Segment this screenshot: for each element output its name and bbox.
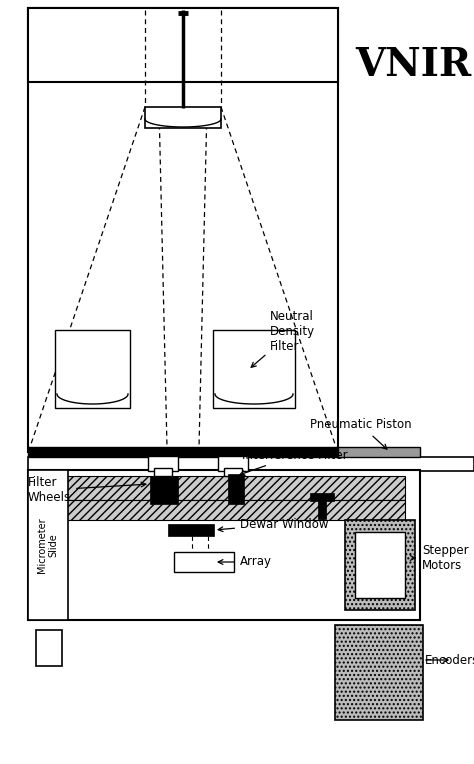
Bar xyxy=(224,468,242,476)
Text: Array: Array xyxy=(218,555,272,568)
Text: Dewar Window: Dewar Window xyxy=(218,517,328,532)
Bar xyxy=(218,456,248,471)
Bar xyxy=(310,493,334,501)
Text: VNIR: VNIR xyxy=(355,46,471,84)
Text: Interference Filter: Interference Filter xyxy=(240,449,347,475)
Bar xyxy=(145,107,221,128)
Text: Stepper
Motors: Stepper Motors xyxy=(410,544,469,572)
Bar xyxy=(318,501,326,519)
Bar xyxy=(168,524,214,536)
Bar xyxy=(28,470,68,620)
Bar xyxy=(28,447,338,457)
Bar xyxy=(154,468,172,476)
Bar xyxy=(55,330,130,408)
Bar xyxy=(345,520,415,610)
Text: Micrometer
Slide: Micrometer Slide xyxy=(37,517,59,573)
Bar xyxy=(55,500,405,520)
Bar xyxy=(213,330,295,408)
Bar xyxy=(335,625,423,720)
Bar xyxy=(228,474,244,504)
Text: Pneumatic Piston: Pneumatic Piston xyxy=(310,419,411,449)
Bar xyxy=(28,470,420,620)
Bar xyxy=(36,630,62,666)
Bar xyxy=(148,456,178,471)
Bar xyxy=(55,476,405,500)
Bar xyxy=(338,447,420,457)
Text: Neutral
Density
Filter: Neutral Density Filter xyxy=(251,310,315,367)
Bar xyxy=(28,8,338,82)
Text: Filter
Wheels: Filter Wheels xyxy=(28,476,146,504)
Bar xyxy=(28,457,474,471)
Text: Encoders: Encoders xyxy=(425,653,474,666)
Bar xyxy=(28,8,338,452)
Bar xyxy=(174,552,234,572)
Bar xyxy=(355,532,405,598)
Bar xyxy=(150,476,178,504)
